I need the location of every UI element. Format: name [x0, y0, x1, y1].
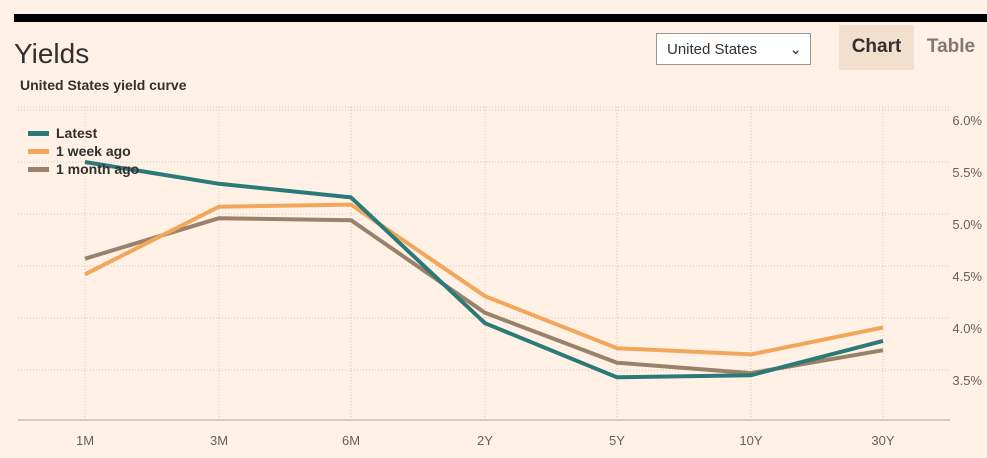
- legend-label: 1 month ago: [56, 161, 140, 177]
- legend-swatch: [28, 131, 49, 136]
- y-tick-label: 4.0%: [952, 321, 982, 336]
- chart-legend: Latest 1 week ago 1 month ago: [28, 124, 139, 178]
- country-select[interactable]: United States ⌄: [656, 33, 811, 65]
- legend-item-month: 1 month ago: [28, 160, 139, 178]
- x-tick-label: 6M: [342, 433, 360, 448]
- legend-item-latest: Latest: [28, 124, 139, 142]
- x-tick-label: 3M: [210, 433, 228, 448]
- series-line-latest: [84, 160, 884, 380]
- x-tick-label: 2Y: [477, 433, 493, 448]
- x-tick-label: 10Y: [739, 433, 762, 448]
- chart-title: United States yield curve: [20, 77, 187, 93]
- y-tick-label: 6.0%: [952, 113, 982, 128]
- series-line-1-week-ago: [84, 202, 884, 357]
- legend-swatch: [28, 167, 49, 172]
- x-tick-label: 5Y: [609, 433, 625, 448]
- top-rule: [14, 14, 987, 22]
- tab-chart[interactable]: Chart: [839, 25, 914, 70]
- country-select-value: United States: [667, 41, 758, 58]
- legend-swatch: [28, 149, 49, 154]
- page-title: Yields: [14, 38, 90, 69]
- y-tick-label: 5.5%: [952, 165, 982, 180]
- series-line-1-month-ago: [84, 216, 884, 376]
- x-tick-label: 30Y: [871, 433, 894, 448]
- legend-label: 1 week ago: [56, 143, 131, 159]
- x-tick-label: 1M: [76, 433, 94, 448]
- legend-item-week: 1 week ago: [28, 142, 139, 160]
- chevron-down-icon: ⌄: [789, 41, 802, 58]
- y-tick-label: 3.5%: [952, 373, 982, 388]
- tab-table[interactable]: Table: [926, 36, 976, 57]
- y-tick-label: 4.5%: [952, 269, 982, 284]
- legend-label: Latest: [56, 125, 98, 141]
- y-tick-label: 5.0%: [952, 217, 982, 232]
